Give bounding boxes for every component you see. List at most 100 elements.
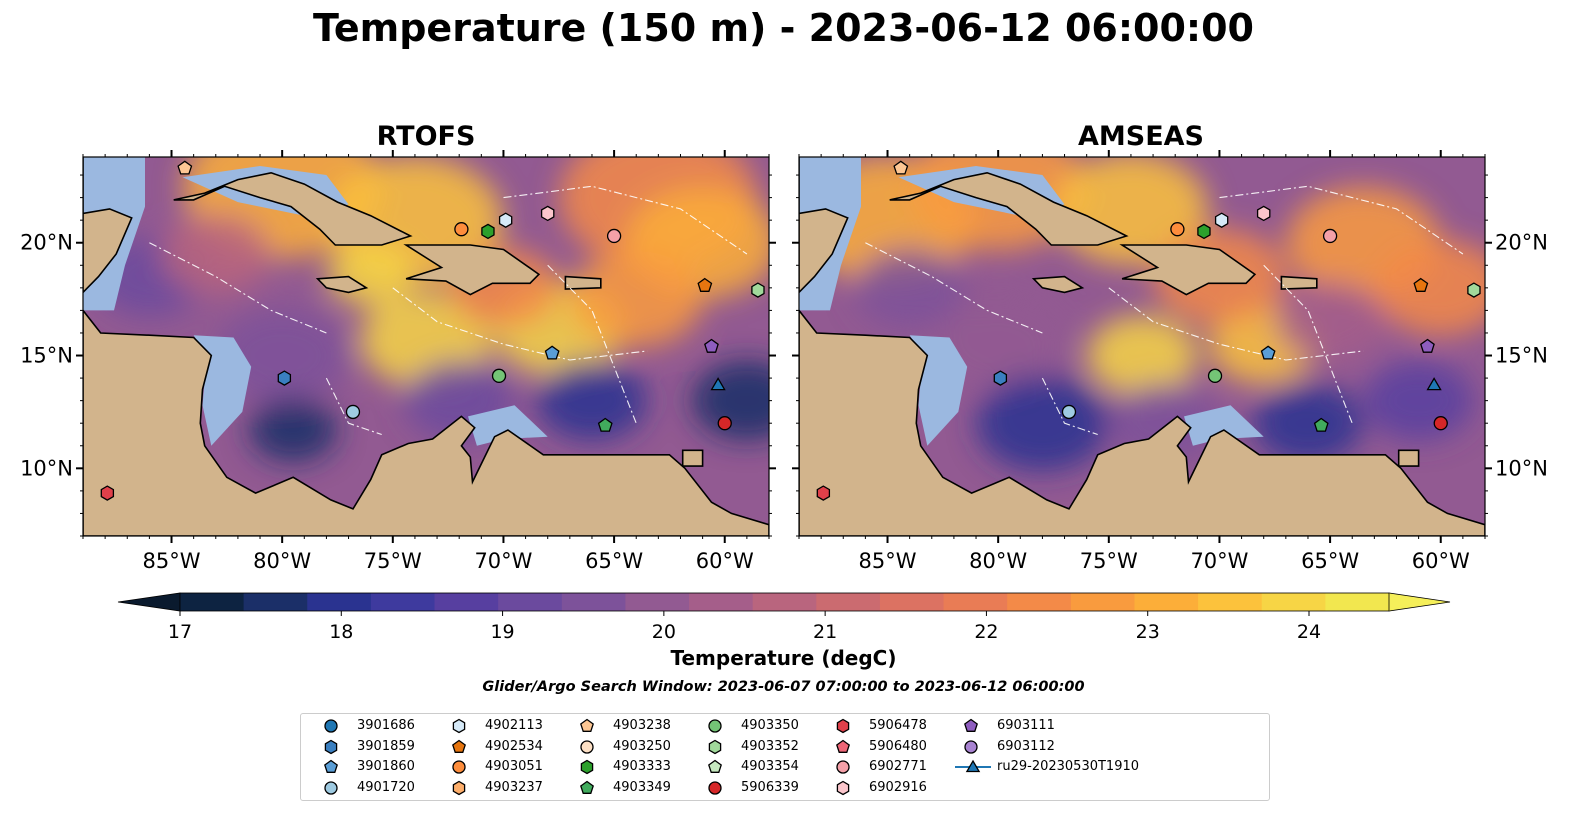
colorbar-segment bbox=[561, 593, 627, 611]
lat-tick-label: 20°N bbox=[1495, 231, 1548, 255]
colorbar-tick-label: 18 bbox=[329, 621, 353, 643]
float-marker-4903238 bbox=[177, 160, 193, 175]
legend-marker-icon bbox=[708, 719, 722, 733]
colorbar-tick-label: 20 bbox=[652, 621, 676, 643]
colorbar-tick-label: 21 bbox=[813, 621, 837, 643]
float-marker-4903352 bbox=[1467, 282, 1481, 298]
map-panel-amseas: 85°W 80°W 75°W 70°W 65°W 60°W 20°N 15°N 10°N bbox=[792, 150, 1548, 573]
legend-hexagon-icon bbox=[324, 739, 338, 754]
colorbar-segment bbox=[1198, 593, 1263, 611]
float-marker-4902113 bbox=[498, 212, 513, 228]
float-marker-4903051 bbox=[454, 222, 469, 237]
colorbar-extend-high bbox=[1388, 592, 1451, 612]
legend-hexagon-icon bbox=[452, 780, 466, 795]
legend-circle-icon bbox=[580, 739, 594, 754]
legend-hexagon-icon bbox=[836, 780, 850, 795]
colorbar-tick-label: 22 bbox=[974, 621, 998, 643]
colorbar-segment bbox=[625, 593, 690, 611]
float-marker-5906478 bbox=[100, 485, 115, 501]
colorbar-segment bbox=[1070, 593, 1136, 611]
lat-tick-label: 15°N bbox=[1495, 344, 1548, 368]
colorbar-segment bbox=[689, 593, 754, 611]
legend-label: 6903112 bbox=[997, 738, 1055, 754]
lon-tick-label: 60°W bbox=[1412, 549, 1470, 573]
float-marker-4903350 bbox=[1207, 368, 1223, 383]
map-panel-rtofs: 85°W 80°W 75°W 70°W 65°W 60°W 20°N 15°N 10°N bbox=[20, 150, 776, 573]
float-marker-4903352 bbox=[751, 282, 765, 298]
legend-marker-icon bbox=[580, 739, 594, 754]
lon-tick-label: 75°W bbox=[1080, 549, 1138, 573]
legend-label: 4903250 bbox=[613, 738, 671, 754]
float-marker-6902916 bbox=[1256, 205, 1271, 222]
legend-marker-icon bbox=[452, 760, 466, 774]
colorbar-extend-low bbox=[117, 592, 181, 612]
colorbar-segment bbox=[1007, 593, 1072, 611]
legend-marker-icon bbox=[324, 719, 338, 733]
legend-marker-icon bbox=[964, 718, 978, 732]
lon-tick-label: 80°W bbox=[253, 549, 311, 573]
legend-label: 5906480 bbox=[869, 738, 927, 754]
lon-tick-label: 70°W bbox=[474, 549, 532, 573]
legend-label: 4902534 bbox=[485, 738, 543, 754]
lon-tick-label: 75°W bbox=[364, 549, 422, 573]
legend-label: 4901720 bbox=[357, 779, 415, 795]
panel-title-amseas: AMSEAS bbox=[1078, 121, 1204, 152]
float-marker-4903350 bbox=[491, 368, 507, 383]
legend-label: 4903349 bbox=[613, 779, 671, 795]
legend-marker-icon bbox=[324, 739, 338, 754]
float-marker-4902534 bbox=[697, 277, 713, 292]
legend-pentagon-icon bbox=[964, 718, 978, 732]
colorbar-segment bbox=[1325, 593, 1390, 611]
colorbar-label: Temperature (degC) bbox=[670, 646, 897, 670]
legend-label: 6902771 bbox=[869, 759, 927, 774]
float-marker-4903333 bbox=[481, 223, 495, 240]
float-marker-3901860 bbox=[544, 345, 560, 360]
colorbar: 17 18 19 20 21 22 23 24 bbox=[117, 592, 1451, 643]
legend-marker-icon bbox=[708, 780, 722, 795]
float-marker-6902771 bbox=[1322, 228, 1338, 244]
legend-circle-icon bbox=[452, 760, 466, 774]
float-marker-6902771 bbox=[606, 228, 622, 244]
colorbar-segment bbox=[307, 593, 372, 611]
float-marker-4903051 bbox=[1170, 222, 1185, 237]
search-window-text: Glider/Argo Search Window: 2023-06-07 07… bbox=[482, 679, 1085, 695]
colorbar-tick-label: 17 bbox=[168, 621, 192, 643]
colorbar-segment bbox=[1261, 593, 1326, 611]
float-marker-5906478 bbox=[816, 485, 831, 501]
lon-tick-label: 65°W bbox=[1301, 549, 1359, 573]
colorbar-segment bbox=[816, 593, 881, 611]
legend-circle-icon bbox=[324, 780, 338, 795]
legend-label: ru29-20230530T1910 bbox=[997, 759, 1140, 774]
legend-triangle-icon bbox=[965, 759, 981, 773]
legend-marker-icon bbox=[580, 780, 594, 794]
legend-marker-icon bbox=[964, 739, 978, 754]
lon-tick-label: 85°W bbox=[143, 549, 201, 573]
colorbar-segment bbox=[498, 593, 563, 611]
legend-hexagon-icon bbox=[452, 718, 466, 734]
legend-hexagon-icon bbox=[708, 739, 722, 754]
legend-marker-icon bbox=[955, 759, 991, 773]
colorbar-tick-label: 19 bbox=[490, 621, 514, 643]
colorbar-segment bbox=[752, 593, 817, 611]
legend-marker-icon bbox=[836, 760, 850, 774]
legend-label: 6903111 bbox=[997, 718, 1055, 733]
legend-label: 5906339 bbox=[741, 779, 799, 795]
legend-marker-icon bbox=[836, 718, 850, 734]
panel-title-rtofs: RTOFS bbox=[376, 121, 476, 152]
legend-pentagon-icon bbox=[836, 739, 850, 753]
legend-circle-icon bbox=[708, 719, 722, 733]
lon-tick-label: 85°W bbox=[859, 549, 917, 573]
colorbar-tick-label: 23 bbox=[1136, 621, 1160, 643]
lat-tick-label: 15°N bbox=[20, 344, 73, 368]
legend-circle-icon bbox=[836, 760, 850, 774]
colorbar-segment bbox=[1134, 593, 1199, 611]
float-marker-4903349 bbox=[1313, 417, 1329, 432]
legend-label: 3901686 bbox=[357, 718, 415, 733]
legend-label: 4903237 bbox=[485, 779, 543, 795]
legend-marker-icon bbox=[452, 739, 466, 753]
colorbar-segment bbox=[370, 593, 436, 611]
map-frame bbox=[82, 156, 770, 537]
legend-marker-icon bbox=[708, 739, 722, 754]
legend-label: 4902113 bbox=[485, 718, 543, 733]
legend-label: 3901859 bbox=[357, 738, 415, 754]
